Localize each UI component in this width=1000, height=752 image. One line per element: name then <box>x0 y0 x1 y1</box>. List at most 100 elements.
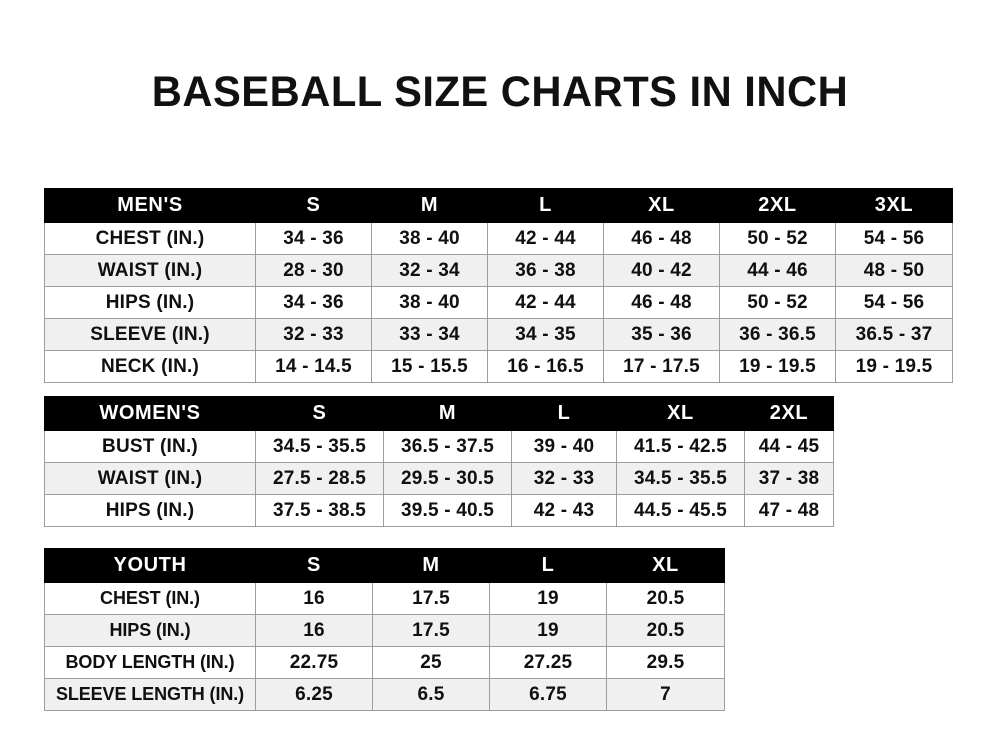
column-header-2xl: 2XL <box>744 396 834 431</box>
table-header-row: WOMEN'S S M L XL 2XL <box>44 396 834 431</box>
cell-value: 36 - 38 <box>487 254 604 287</box>
table-row: WAIST (IN.) 27.5 - 28.5 29.5 - 30.5 32 -… <box>44 462 834 495</box>
youth-chart-header: YOUTH S M L XL <box>44 548 725 583</box>
column-header-3xl: 3XL <box>835 188 953 223</box>
cell-value: 41.5 - 42.5 <box>616 430 745 463</box>
womens-chart-body: BUST (IN.) 34.5 - 35.5 36.5 - 37.5 39 - … <box>44 430 834 527</box>
cell-value: 6.5 <box>372 678 490 711</box>
cell-value: 44.5 - 45.5 <box>616 494 745 527</box>
mens-chart-body: CHEST (IN.) 34 - 36 38 - 40 42 - 44 46 -… <box>44 222 953 383</box>
table-row: HIPS (IN.) 37.5 - 38.5 39.5 - 40.5 42 - … <box>44 494 834 527</box>
cell-value: 47 - 48 <box>744 494 834 527</box>
row-label: SLEEVE LENGTH (IN.) <box>44 678 256 711</box>
cell-value: 34 - 35 <box>487 318 604 351</box>
page-title: BASEBALL SIZE CHARTS IN INCH <box>151 68 849 116</box>
row-label: HIPS (IN.) <box>44 494 256 527</box>
cell-value: 32 - 33 <box>511 462 617 495</box>
cell-value: 48 - 50 <box>835 254 953 287</box>
table-row: BODY LENGTH (IN.) 22.75 25 27.25 29.5 <box>44 646 725 679</box>
cell-value: 54 - 56 <box>835 222 953 255</box>
cell-value: 44 - 46 <box>719 254 836 287</box>
table-row: HIPS (IN.) 34 - 36 38 - 40 42 - 44 46 - … <box>44 286 953 319</box>
cell-value: 16 <box>255 582 373 615</box>
youth-chart-body: CHEST (IN.) 16 17.5 19 20.5 HIPS (IN.) 1… <box>44 582 725 711</box>
column-header-l: L <box>511 396 617 431</box>
cell-value: 36.5 - 37.5 <box>383 430 512 463</box>
cell-value: 27.25 <box>489 646 607 679</box>
table-row: CHEST (IN.) 16 17.5 19 20.5 <box>44 582 725 615</box>
cell-value: 42 - 43 <box>511 494 617 527</box>
womens-category-label: WOMEN'S <box>44 396 256 431</box>
row-label: WAIST (IN.) <box>44 462 256 495</box>
table-row: WAIST (IN.) 28 - 30 32 - 34 36 - 38 40 -… <box>44 254 953 287</box>
cell-value: 40 - 42 <box>603 254 720 287</box>
column-header-m: M <box>383 396 512 431</box>
cell-value: 36 - 36.5 <box>719 318 836 351</box>
cell-value: 42 - 44 <box>487 286 604 319</box>
cell-value: 46 - 48 <box>603 222 720 255</box>
cell-value: 37 - 38 <box>744 462 834 495</box>
cell-value: 29.5 <box>606 646 725 679</box>
cell-value: 34.5 - 35.5 <box>616 462 745 495</box>
column-header-s: S <box>255 548 373 583</box>
womens-chart-header: WOMEN'S S M L XL 2XL <box>44 396 834 431</box>
column-header-2xl: 2XL <box>719 188 836 223</box>
cell-value: 34.5 - 35.5 <box>255 430 384 463</box>
youth-category-label: YOUTH <box>44 548 256 583</box>
cell-value: 17.5 <box>372 614 490 647</box>
cell-value: 27.5 - 28.5 <box>255 462 384 495</box>
column-header-l: L <box>489 548 607 583</box>
cell-value: 19 - 19.5 <box>719 350 836 383</box>
cell-value: 50 - 52 <box>719 286 836 319</box>
table-header-row: MEN'S S M L XL 2XL 3XL <box>44 188 953 223</box>
cell-value: 16 <box>255 614 373 647</box>
row-label: SLEEVE (IN.) <box>44 318 256 351</box>
cell-value: 50 - 52 <box>719 222 836 255</box>
cell-value: 44 - 45 <box>744 430 834 463</box>
cell-value: 36.5 - 37 <box>835 318 953 351</box>
column-header-m: M <box>371 188 488 223</box>
table-row: BUST (IN.) 34.5 - 35.5 36.5 - 37.5 39 - … <box>44 430 834 463</box>
table-row: SLEEVE (IN.) 32 - 33 33 - 34 34 - 35 35 … <box>44 318 953 351</box>
cell-value: 37.5 - 38.5 <box>255 494 384 527</box>
cell-value: 16 - 16.5 <box>487 350 604 383</box>
column-header-m: M <box>372 548 490 583</box>
cell-value: 19 <box>489 582 607 615</box>
row-label: HIPS (IN.) <box>44 286 256 319</box>
mens-size-chart: MEN'S S M L XL 2XL 3XL CHEST (IN.) 34 - … <box>44 188 953 383</box>
cell-value: 38 - 40 <box>371 286 488 319</box>
row-label: BODY LENGTH (IN.) <box>44 646 256 679</box>
mens-category-label: MEN'S <box>44 188 256 223</box>
column-header-l: L <box>487 188 604 223</box>
cell-value: 15 - 15.5 <box>371 350 488 383</box>
table-header-row: YOUTH S M L XL <box>44 548 725 583</box>
row-label: NECK (IN.) <box>44 350 256 383</box>
cell-value: 38 - 40 <box>371 222 488 255</box>
cell-value: 17 - 17.5 <box>603 350 720 383</box>
table-row: SLEEVE LENGTH (IN.) 6.25 6.5 6.75 7 <box>44 678 725 711</box>
womens-size-chart: WOMEN'S S M L XL 2XL BUST (IN.) 34.5 - 3… <box>44 396 834 527</box>
cell-value: 20.5 <box>606 614 725 647</box>
row-label: CHEST (IN.) <box>44 582 256 615</box>
column-header-s: S <box>255 188 372 223</box>
cell-value: 32 - 34 <box>371 254 488 287</box>
column-header-s: S <box>255 396 384 431</box>
cell-value: 17.5 <box>372 582 490 615</box>
column-header-xl: XL <box>603 188 720 223</box>
cell-value: 14 - 14.5 <box>255 350 372 383</box>
cell-value: 39 - 40 <box>511 430 617 463</box>
cell-value: 39.5 - 40.5 <box>383 494 512 527</box>
table-row: CHEST (IN.) 34 - 36 38 - 40 42 - 44 46 -… <box>44 222 953 255</box>
cell-value: 46 - 48 <box>603 286 720 319</box>
cell-value: 34 - 36 <box>255 222 372 255</box>
row-label: HIPS (IN.) <box>44 614 256 647</box>
column-header-xl: XL <box>616 396 745 431</box>
mens-chart-header: MEN'S S M L XL 2XL 3XL <box>44 188 953 223</box>
cell-value: 28 - 30 <box>255 254 372 287</box>
table-row: HIPS (IN.) 16 17.5 19 20.5 <box>44 614 725 647</box>
cell-value: 32 - 33 <box>255 318 372 351</box>
cell-value: 35 - 36 <box>603 318 720 351</box>
cell-value: 6.25 <box>255 678 373 711</box>
cell-value: 42 - 44 <box>487 222 604 255</box>
